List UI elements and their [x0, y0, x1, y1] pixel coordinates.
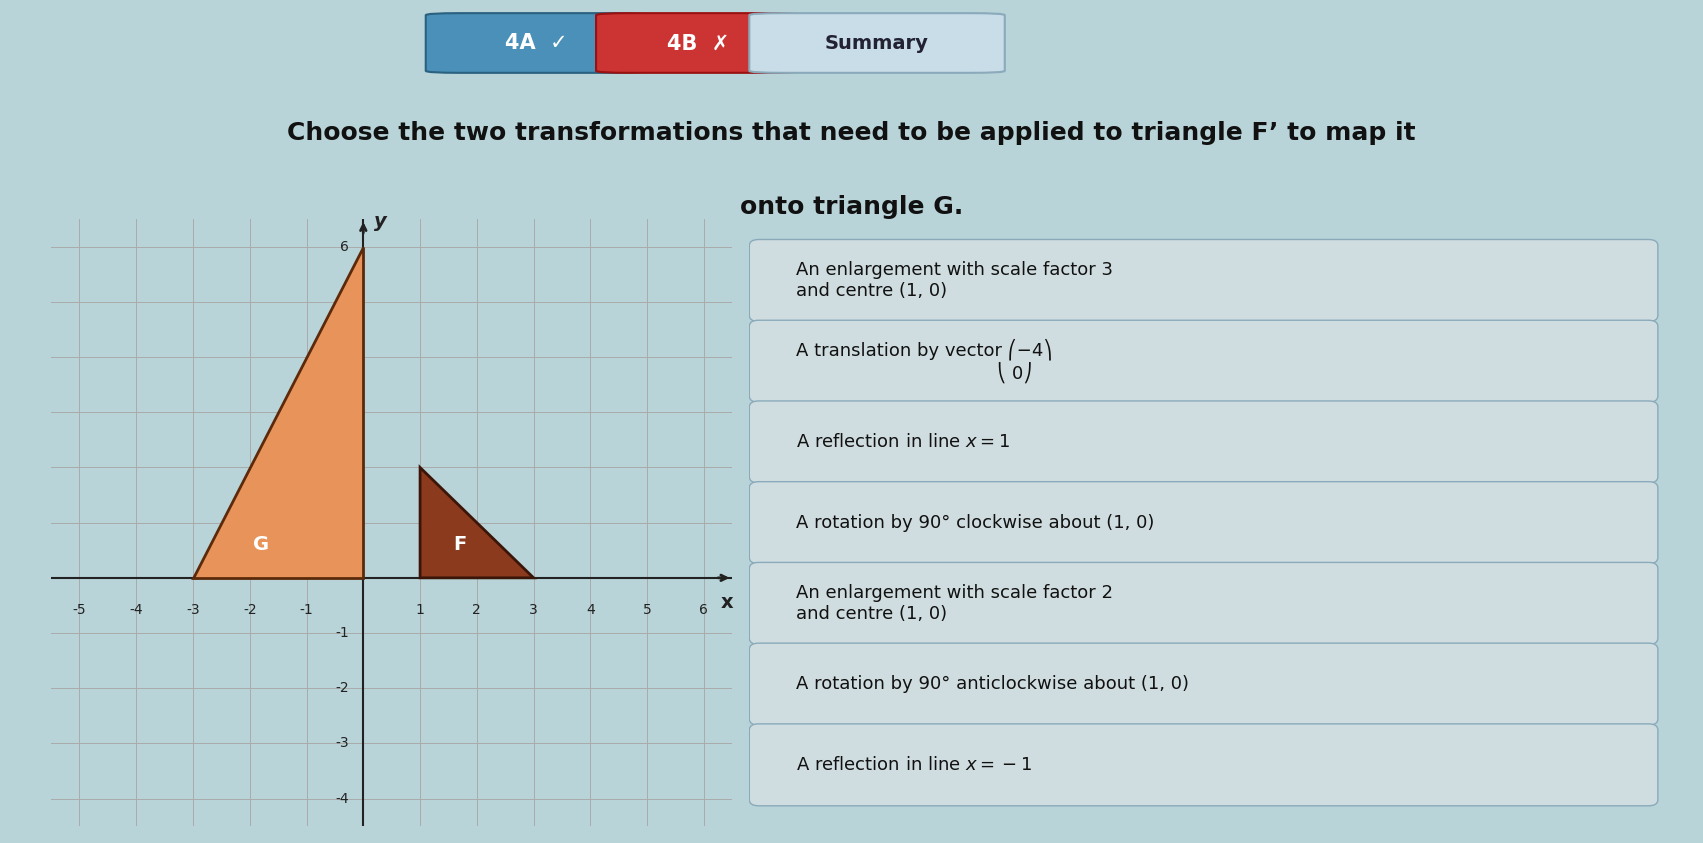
Text: A translation by vector ⎛−4⎞
                                   ⎝ 0⎠: A translation by vector ⎛−4⎞ ⎝ 0⎠ [797, 338, 1052, 384]
Text: -1: -1 [300, 603, 313, 617]
Polygon shape [192, 247, 363, 577]
Text: 4: 4 [341, 350, 349, 364]
Text: 6: 6 [700, 603, 708, 617]
Text: 5: 5 [642, 603, 652, 617]
Text: onto triangle G.: onto triangle G. [739, 196, 964, 219]
Text: Choose the two transformations that need to be applied to triangle F’ to map it: Choose the two transformations that need… [288, 121, 1415, 145]
Text: An enlargement with scale factor 2
and centre (1, 0): An enlargement with scale factor 2 and c… [797, 584, 1114, 623]
Text: 4A  ✓: 4A ✓ [506, 34, 567, 53]
FancyBboxPatch shape [749, 320, 1657, 402]
FancyBboxPatch shape [596, 13, 800, 72]
Polygon shape [421, 468, 533, 577]
Text: 2: 2 [341, 460, 349, 475]
FancyBboxPatch shape [749, 481, 1657, 564]
Text: 6: 6 [341, 239, 349, 254]
Text: x: x [720, 593, 732, 612]
FancyBboxPatch shape [749, 239, 1657, 321]
Text: 4B  ✗: 4B ✗ [668, 34, 729, 53]
Text: -2: -2 [335, 681, 349, 695]
Text: 2: 2 [472, 603, 482, 617]
Text: -4: -4 [129, 603, 143, 617]
FancyBboxPatch shape [426, 13, 647, 72]
Text: A rotation by 90° clockwise about (1, 0): A rotation by 90° clockwise about (1, 0) [797, 513, 1155, 532]
Text: -1: -1 [335, 626, 349, 640]
Text: A reflection in line $x=1$: A reflection in line $x=1$ [797, 433, 1010, 451]
FancyBboxPatch shape [749, 724, 1657, 806]
Text: -2: -2 [244, 603, 257, 617]
FancyBboxPatch shape [749, 13, 1005, 72]
Text: -5: -5 [73, 603, 87, 617]
Text: -4: -4 [335, 792, 349, 806]
Text: F: F [453, 535, 467, 554]
Text: 3: 3 [341, 405, 349, 419]
FancyBboxPatch shape [749, 643, 1657, 725]
Text: 4: 4 [586, 603, 594, 617]
Text: y: y [375, 212, 387, 232]
Text: -3: -3 [335, 737, 349, 750]
Text: -3: -3 [186, 603, 199, 617]
Text: G: G [254, 535, 269, 554]
Text: 1: 1 [341, 516, 349, 529]
Text: 3: 3 [530, 603, 538, 617]
FancyBboxPatch shape [749, 562, 1657, 644]
Text: An enlargement with scale factor 3
and centre (1, 0): An enlargement with scale factor 3 and c… [797, 261, 1114, 300]
Text: A rotation by 90° anticlockwise about (1, 0): A rotation by 90° anticlockwise about (1… [797, 675, 1189, 693]
Text: A reflection in line $x=-1$: A reflection in line $x=-1$ [797, 756, 1032, 774]
Text: 5: 5 [341, 295, 349, 309]
Text: 1: 1 [416, 603, 424, 617]
FancyBboxPatch shape [749, 401, 1657, 483]
Text: Summary: Summary [826, 34, 928, 53]
